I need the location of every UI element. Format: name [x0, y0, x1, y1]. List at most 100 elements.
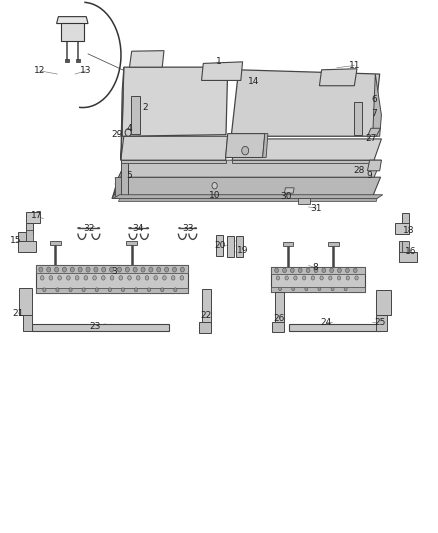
Polygon shape: [32, 324, 169, 332]
Polygon shape: [22, 316, 32, 332]
Circle shape: [69, 288, 72, 292]
Circle shape: [305, 287, 308, 290]
Circle shape: [56, 288, 59, 292]
Polygon shape: [272, 266, 365, 273]
Circle shape: [86, 267, 90, 272]
Circle shape: [134, 288, 138, 292]
Text: 14: 14: [248, 77, 260, 86]
Circle shape: [93, 276, 96, 280]
Text: 13: 13: [80, 67, 92, 75]
Circle shape: [180, 267, 184, 272]
Polygon shape: [367, 128, 381, 136]
Text: 5: 5: [127, 171, 132, 180]
Circle shape: [84, 276, 88, 280]
Polygon shape: [130, 51, 164, 67]
Polygon shape: [35, 265, 188, 293]
Text: 29: 29: [112, 130, 123, 139]
Circle shape: [330, 268, 333, 272]
Text: 27: 27: [365, 134, 377, 143]
Text: 26: 26: [273, 314, 285, 323]
Text: 15: 15: [10, 237, 22, 246]
Circle shape: [275, 268, 279, 272]
Polygon shape: [275, 292, 285, 322]
Polygon shape: [376, 316, 387, 332]
Circle shape: [279, 287, 282, 290]
Circle shape: [40, 276, 44, 280]
Circle shape: [285, 276, 288, 280]
Circle shape: [67, 276, 70, 280]
Polygon shape: [376, 290, 392, 316]
Polygon shape: [122, 67, 228, 136]
Circle shape: [276, 276, 279, 280]
Circle shape: [355, 276, 358, 280]
Circle shape: [346, 276, 350, 280]
Circle shape: [338, 268, 341, 272]
Circle shape: [344, 287, 347, 290]
Polygon shape: [26, 212, 40, 223]
Text: 25: 25: [374, 318, 385, 327]
Circle shape: [161, 288, 164, 292]
Polygon shape: [112, 160, 127, 198]
Circle shape: [110, 267, 113, 272]
Circle shape: [125, 267, 129, 272]
Text: 34: 34: [133, 224, 144, 233]
Polygon shape: [50, 241, 60, 245]
Circle shape: [49, 276, 53, 280]
Polygon shape: [367, 160, 381, 171]
Polygon shape: [121, 67, 124, 160]
Polygon shape: [113, 195, 383, 198]
Polygon shape: [202, 289, 211, 322]
Text: 2: 2: [142, 102, 148, 111]
Circle shape: [173, 267, 177, 272]
Circle shape: [294, 276, 297, 280]
Polygon shape: [119, 198, 377, 201]
Polygon shape: [115, 177, 121, 196]
Text: 4: 4: [127, 124, 132, 133]
Polygon shape: [18, 241, 36, 252]
Circle shape: [314, 268, 318, 272]
Circle shape: [136, 276, 140, 280]
Polygon shape: [57, 17, 88, 23]
Circle shape: [133, 267, 137, 272]
Circle shape: [180, 276, 184, 280]
Text: 23: 23: [89, 321, 100, 330]
Polygon shape: [402, 241, 409, 252]
Text: 7: 7: [371, 109, 377, 118]
Polygon shape: [289, 324, 381, 332]
Circle shape: [58, 276, 61, 280]
Text: 16: 16: [405, 247, 417, 256]
Circle shape: [306, 268, 310, 272]
Circle shape: [70, 267, 74, 272]
Circle shape: [171, 276, 175, 280]
Polygon shape: [119, 160, 381, 177]
Circle shape: [283, 268, 286, 272]
Text: 12: 12: [34, 67, 46, 75]
Text: 18: 18: [403, 226, 415, 235]
Text: 9: 9: [367, 171, 372, 180]
Circle shape: [303, 276, 306, 280]
Circle shape: [242, 147, 249, 155]
Circle shape: [141, 267, 145, 272]
Circle shape: [82, 288, 85, 292]
Circle shape: [94, 267, 98, 272]
Polygon shape: [76, 59, 80, 62]
Text: 10: 10: [209, 191, 220, 200]
Text: 17: 17: [31, 212, 42, 221]
Text: 31: 31: [311, 204, 322, 213]
Polygon shape: [231, 70, 380, 136]
Circle shape: [125, 129, 131, 136]
Polygon shape: [201, 62, 243, 80]
Polygon shape: [297, 198, 310, 204]
Polygon shape: [328, 242, 339, 246]
Circle shape: [157, 267, 161, 272]
Polygon shape: [399, 252, 417, 262]
Circle shape: [43, 288, 46, 292]
Polygon shape: [131, 96, 140, 134]
Polygon shape: [272, 266, 365, 292]
Polygon shape: [121, 136, 228, 160]
Circle shape: [102, 267, 106, 272]
Polygon shape: [283, 242, 293, 246]
Text: 19: 19: [237, 246, 249, 255]
Circle shape: [322, 268, 326, 272]
Text: 11: 11: [349, 61, 360, 70]
